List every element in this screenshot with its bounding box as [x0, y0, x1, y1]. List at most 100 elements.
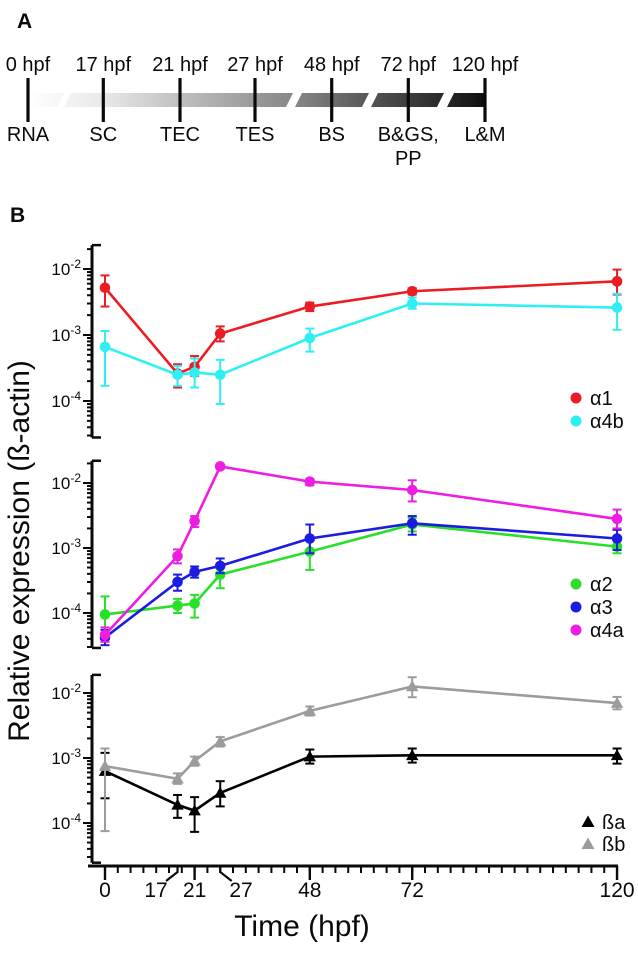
data-point	[189, 515, 200, 527]
series-α4b	[99, 292, 623, 406]
timeline-stage-label-line2: PP	[395, 148, 422, 170]
x-tick-label: 120	[600, 879, 635, 902]
series-line	[104, 280, 618, 376]
legend-marker	[570, 392, 582, 404]
y-tick-exponent: -4	[70, 601, 81, 615]
data-point	[214, 560, 226, 572]
data-point	[406, 484, 418, 496]
y-tick-label: 10-4	[51, 601, 81, 623]
x-tick-label: 27	[229, 879, 252, 902]
data-point	[171, 772, 184, 784]
legend-marker	[570, 578, 582, 590]
data-point	[99, 282, 111, 294]
x-tick-label: 17	[144, 879, 167, 902]
legend-label: ßb	[602, 834, 625, 856]
data-point	[611, 302, 623, 313]
legend-item: α3	[570, 597, 613, 619]
series-ßa	[98, 747, 624, 833]
legend-item: ßb	[581, 834, 625, 856]
y-tick-label: 10-4	[51, 389, 81, 411]
panel-b-label: B	[10, 204, 26, 227]
panel-a-timeline: 0 hpf RNA 17 hpf SC 21 hpf TEC 27 hpf TES 48 hpf…	[6, 54, 519, 170]
timeline-bar-segment	[28, 93, 64, 107]
y-tick-exponent: -2	[70, 257, 81, 271]
data-point	[214, 461, 226, 472]
data-point	[189, 566, 200, 578]
timeline-time-label: 72 hpf	[380, 54, 436, 76]
y-tick-exponent: -2	[70, 471, 81, 485]
y-tick-label: 10-3	[51, 536, 81, 558]
legend-item: α1	[570, 388, 613, 410]
data-point	[304, 332, 316, 344]
data-point	[188, 804, 201, 816]
data-point	[171, 798, 184, 810]
data-point	[189, 598, 200, 609]
data-point	[304, 533, 316, 544]
timeline-time-label: 17 hpf	[75, 54, 131, 76]
series-α4a	[99, 461, 623, 643]
legend-item: α2	[570, 574, 613, 596]
x-tick-label: 48	[298, 879, 321, 902]
data-point	[304, 301, 316, 312]
data-point	[99, 341, 111, 353]
timeline-bar-segment	[447, 93, 486, 107]
y-tick-label: 10-2	[51, 471, 81, 493]
data-point	[188, 754, 201, 766]
timeline-stage-label: TEC	[160, 124, 200, 146]
timeline-stage-label: SC	[89, 124, 117, 146]
y-tick-label: 10-2	[51, 257, 81, 279]
legend-marker	[581, 815, 595, 827]
timeline-stage-label: RNA	[7, 124, 50, 146]
timeline-stage-label: L&M	[464, 124, 505, 146]
data-point	[214, 735, 227, 747]
data-point	[406, 680, 419, 692]
data-point	[303, 750, 317, 762]
y-tick-exponent: -4	[70, 389, 81, 403]
data-point	[406, 298, 418, 309]
data-point	[610, 749, 624, 761]
x-tick-label: 72	[401, 879, 424, 902]
x-axis-label: Time (hpf)	[234, 910, 370, 943]
timeline-stage-label: BS	[318, 124, 345, 146]
y-tick-label: 10-4	[51, 811, 81, 833]
y-tick-label: 10-2	[51, 681, 81, 703]
series-line	[104, 523, 618, 616]
timeline-time-label: 27 hpf	[227, 54, 283, 76]
legend-label: α2	[590, 574, 613, 596]
x-tick-label: 0	[99, 879, 111, 902]
data-point	[189, 367, 200, 378]
legend-label: α4a	[590, 620, 625, 642]
data-point	[406, 517, 418, 529]
data-point	[611, 513, 623, 525]
data-point	[172, 576, 183, 588]
legend-item: ßa	[581, 812, 626, 834]
timeline-time-label: 120 hpf	[452, 54, 519, 76]
data-point	[214, 369, 226, 381]
data-point	[611, 276, 623, 287]
data-point	[214, 569, 226, 580]
y-tick-label: 10-3	[51, 746, 81, 768]
data-point	[172, 600, 183, 611]
x-tick-leader-27	[219, 866, 233, 882]
data-point	[611, 533, 623, 544]
timeline-stage-label: B&GS,	[378, 124, 439, 146]
timeline-stage-label: TES	[236, 124, 275, 146]
data-point	[98, 759, 112, 771]
data-point	[303, 704, 317, 716]
x-tick-leader-17	[165, 866, 179, 882]
y-tick-exponent: -2	[70, 681, 81, 695]
panel-a-label: A	[17, 10, 33, 33]
error-bar	[215, 358, 225, 406]
data-point	[406, 749, 419, 761]
y-tick-exponent: -3	[70, 746, 81, 760]
series-ßb	[98, 676, 624, 833]
data-point	[214, 786, 227, 798]
data-point	[610, 696, 624, 708]
